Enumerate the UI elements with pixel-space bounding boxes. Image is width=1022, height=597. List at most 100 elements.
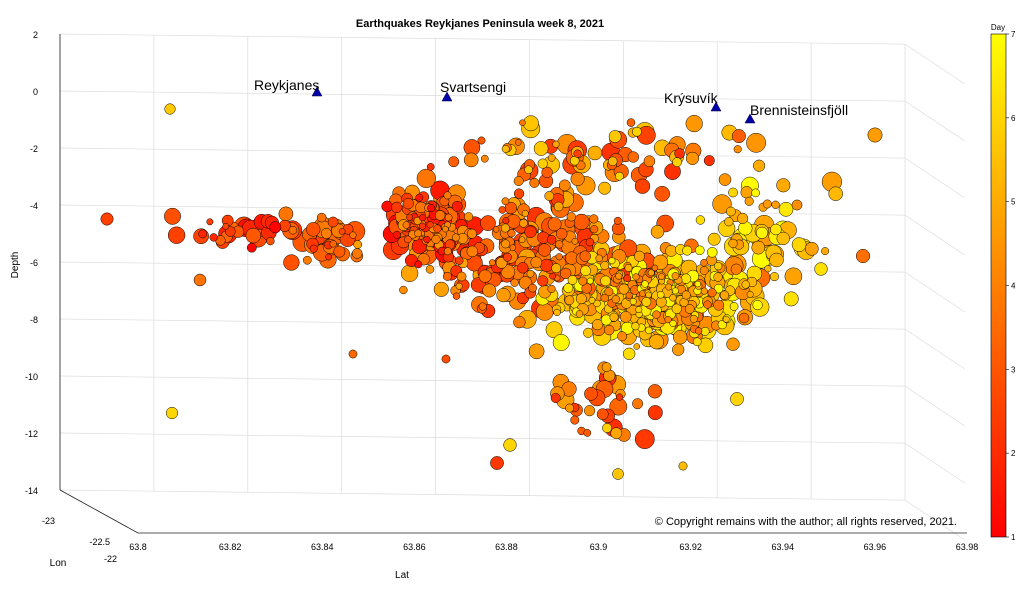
earthquake-point: [553, 308, 561, 317]
earthquake-point: [641, 297, 652, 307]
earthquake-point: [769, 272, 779, 282]
earthquake-point: [316, 212, 327, 223]
earthquake-point: [607, 156, 618, 167]
colorbar: [990, 33, 1007, 538]
y-axis-label: Lon: [50, 558, 67, 569]
lat-tick-label: 63.88: [495, 542, 518, 552]
earthquake-point: [713, 299, 725, 311]
earthquake-point: [165, 406, 179, 420]
earthquake-point: [584, 386, 598, 401]
earthquake-point: [518, 236, 526, 244]
earthquake-point: [645, 291, 652, 299]
earthquake-point: [700, 287, 708, 295]
colorbar-tick-label: 2: [1011, 449, 1016, 458]
earthquake-point: [699, 266, 709, 275]
earthquake-point: [746, 132, 766, 153]
earthquake-point: [513, 315, 526, 329]
earthquake-point: [633, 343, 641, 350]
earthquake-point: [502, 217, 510, 225]
earthquake-point: [309, 244, 318, 253]
earthquake-point: [681, 290, 691, 300]
earthquake-point: [770, 223, 782, 236]
earthquake-point: [555, 227, 568, 240]
copyright-notice: © Copyright remains with the author; all…: [655, 516, 957, 528]
earthquake-point: [679, 297, 689, 307]
data-points: [100, 103, 883, 480]
earthquake-point: [593, 299, 601, 308]
earthquake-point: [464, 212, 474, 222]
earthquake-point: [612, 468, 624, 480]
earthquake-point: [855, 248, 871, 264]
earthquake-point: [665, 283, 673, 291]
earthquake-point: [423, 235, 431, 244]
earthquake-point: [529, 177, 540, 188]
earthquake-point: [400, 264, 419, 282]
earthquake-point: [601, 362, 612, 372]
earthquake-point: [519, 218, 528, 228]
earthquake-point: [602, 423, 612, 433]
earthquake-point: [648, 334, 665, 350]
depth-tick-label: -12: [25, 429, 38, 439]
earthquake-point: [455, 282, 463, 290]
depth-tick-label: 2: [33, 30, 38, 40]
earthquake-point: [728, 187, 738, 198]
earthquake-point: [580, 265, 591, 277]
earthquake-point: [633, 250, 645, 262]
earthquake-point: [588, 296, 596, 304]
earthquake-point: [624, 264, 633, 272]
tick-labels: 2 0 -2 -4 -6 -8 -10 -12 -14 63.8 63.82 63.84 63.86 63…: [25, 30, 978, 564]
earthquake-point: [164, 207, 181, 225]
earthquake-point: [814, 262, 828, 276]
earthquake-point: [498, 206, 507, 214]
earthquake-point: [404, 235, 412, 244]
earthquake-point: [510, 278, 519, 287]
earthquake-point: [672, 343, 685, 356]
grid-line-depth: [59, 318, 906, 330]
earthquake-point: [564, 295, 575, 306]
earthquake-point: [320, 227, 332, 239]
earthquake-point: [555, 253, 563, 261]
earthquake-point: [565, 403, 575, 413]
grid-line-depth-side: [904, 328, 966, 370]
earthquake-point: [647, 269, 655, 277]
earthquake-point: [671, 303, 682, 314]
earthquake-point: [329, 240, 337, 248]
earthquake-point: [456, 271, 467, 282]
earthquake-point: [728, 238, 738, 249]
earthquake-point: [502, 252, 512, 262]
earthquake-point: [776, 178, 791, 193]
lat-tick-label: 63.92: [679, 542, 702, 552]
earthquake-point: [744, 196, 754, 206]
earthquake-point: [524, 225, 537, 238]
station-label: Reykjanes: [254, 77, 319, 93]
lon-tick-label: -22.5: [89, 537, 110, 547]
z-axis-label: Depth: [10, 252, 21, 279]
earthquake-point: [521, 209, 529, 217]
earthquake-point: [514, 139, 522, 146]
earthquake-point: [246, 242, 257, 253]
earthquake-point: [555, 240, 564, 249]
earthquake-point: [539, 258, 554, 273]
earthquake-point: [634, 178, 651, 194]
earthquake-point: [533, 141, 549, 156]
grid-line-depth: [59, 33, 906, 45]
earthquake-point: [590, 225, 599, 234]
earthquake-point: [717, 320, 727, 330]
earthquake-point: [269, 221, 282, 234]
earthquake-point: [547, 153, 556, 162]
earthquake-point: [635, 306, 643, 314]
earthquake-point: [682, 245, 693, 256]
earthquake-point: [566, 212, 576, 222]
earthquake-point: [671, 272, 680, 280]
earthquake-point: [553, 201, 564, 212]
lat-tick-label: 63.84: [311, 542, 334, 552]
earthquake-point: [608, 130, 622, 143]
earthquake-point: [703, 300, 712, 309]
earthquake-point: [164, 103, 176, 115]
colorbar-tick-label: 7: [1011, 30, 1016, 39]
earthquake-point: [482, 283, 497, 298]
depth-tick-label: -4: [30, 201, 38, 211]
earthquake-point: [618, 283, 630, 295]
earthquake-point: [434, 210, 446, 221]
earthquake-point: [584, 405, 596, 417]
